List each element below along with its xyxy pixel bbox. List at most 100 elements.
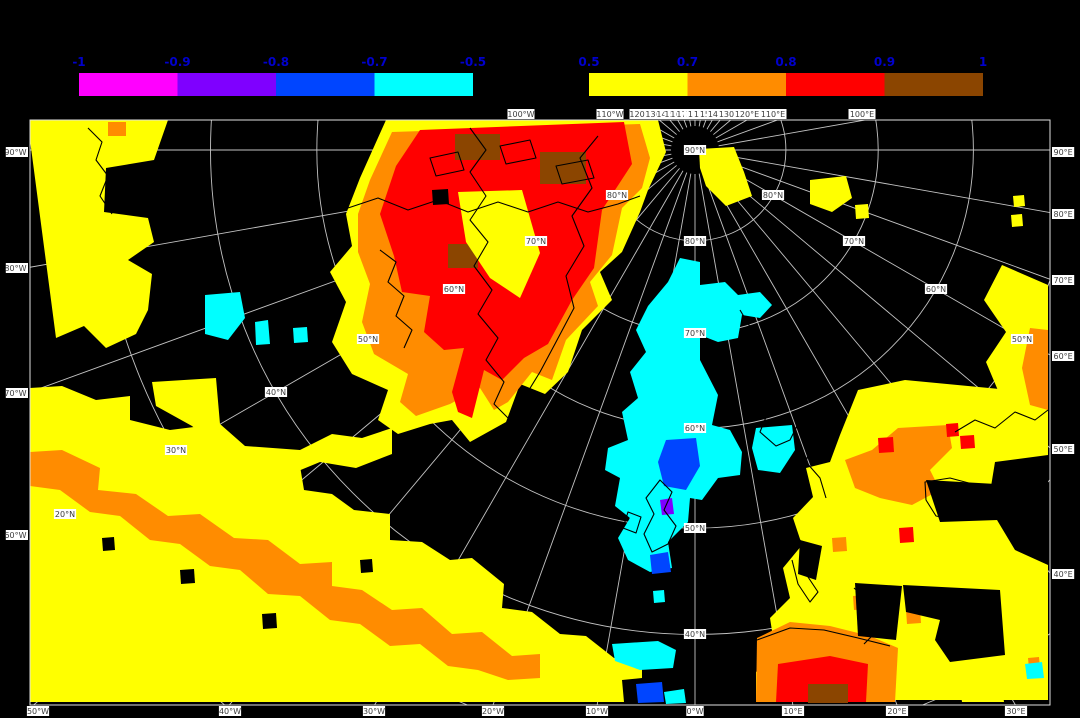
label-box: [524, 236, 548, 246]
region-black: [360, 559, 373, 573]
label-box: [442, 284, 466, 294]
region-yellow: [458, 190, 540, 298]
label-box: [53, 509, 77, 519]
bottom-longitude-label: 0°W: [686, 706, 704, 716]
label-box: [264, 387, 288, 397]
region-red: [899, 527, 914, 543]
coastline: [622, 511, 642, 534]
bottom-longitude-label: 20°W: [481, 706, 504, 716]
coastline: [555, 159, 595, 185]
colorbar-segment: [374, 73, 473, 96]
colorbar-segment: [884, 73, 983, 96]
label-box: [1052, 444, 1075, 454]
label-text: 50°E: [1054, 445, 1073, 454]
label-box: [5, 388, 29, 398]
label-box: [629, 109, 657, 119]
label-text: 30°N: [166, 446, 186, 455]
bottom-longitude-label: 10°E: [781, 706, 805, 716]
label-box: [1010, 334, 1034, 344]
label-text: 80°W: [4, 264, 26, 273]
coastline: [791, 537, 819, 603]
coastline: [756, 627, 891, 647]
label-text: 30°E: [1006, 707, 1025, 716]
graticule-meridian: [702, 172, 898, 705]
label-box: [733, 109, 761, 119]
left-longitude-label: 70°W: [4, 388, 29, 398]
region-red: [878, 437, 894, 453]
region-orange: [1022, 328, 1048, 410]
coastlines: [87, 127, 1049, 647]
colorbar-tick-label: 0.9: [874, 55, 895, 69]
coastline: [429, 151, 465, 177]
shaded-regions: [30, 120, 1048, 704]
region-black: [926, 480, 998, 522]
latitude-label: 70°N: [683, 328, 707, 338]
region-blue: [658, 438, 700, 490]
latitude-label: 40°N: [264, 387, 288, 397]
label-text: 50°N: [358, 335, 378, 344]
region-brown: [540, 152, 586, 184]
label-box: [596, 109, 624, 119]
region-yellow: [152, 378, 392, 476]
label-box: [605, 190, 629, 200]
label-text: 120°E: [735, 110, 759, 119]
label-box: [759, 109, 787, 119]
label-text: 70°N: [685, 329, 705, 338]
colorbar-segment: [276, 73, 375, 96]
latitude-label: 80°N: [683, 236, 707, 246]
colorbar-tick-label: -0.8: [263, 55, 289, 69]
colorbar-segment: [687, 73, 786, 96]
label-text: 90°N: [685, 146, 705, 155]
graticule-meridian: [715, 161, 1050, 356]
coastline: [499, 139, 537, 165]
region-orange: [832, 537, 847, 552]
region-cyan: [612, 641, 676, 670]
label-text: 110°E: [761, 110, 785, 119]
latitude-label: 50°N: [356, 334, 380, 344]
latitude-label: 30°N: [164, 445, 188, 455]
label-text: 80°N: [685, 237, 705, 246]
label-text: 20°W: [482, 707, 504, 716]
right-longitude-label: 80°E: [1052, 209, 1075, 219]
top-longitude-label: 120°W: [629, 109, 657, 119]
coastline: [853, 587, 875, 645]
region-orange: [30, 450, 540, 680]
region-black: [855, 583, 902, 640]
label-box: [5, 147, 29, 157]
region-yellow: [810, 176, 852, 212]
positive-bar: 0.5 0.7 0.8 0.9 1: [578, 55, 987, 96]
coastline: [347, 195, 641, 213]
label-text: 20°E: [887, 707, 906, 716]
region-red: [960, 435, 975, 449]
region-black: [903, 585, 1005, 662]
region-cyan: [752, 425, 795, 473]
label-box: [1052, 147, 1075, 157]
label-text: 80°N: [607, 191, 627, 200]
region-red: [946, 423, 959, 437]
label-text: 60°N: [926, 285, 946, 294]
latitude-label: 80°N: [761, 190, 785, 200]
coastline: [739, 309, 827, 499]
coastline: [379, 249, 413, 349]
label-text: 30°W: [363, 707, 385, 716]
graticule-meridian: [717, 157, 1050, 280]
label-text: 130°E: [719, 110, 743, 119]
label-text: 70°N: [844, 237, 864, 246]
colorbar-tick-label: 0.5: [578, 55, 599, 69]
graticule-meridian: [713, 165, 1050, 449]
top-longitude-label: 120°E: [733, 109, 761, 119]
colorbar-tick-label: 1: [979, 55, 987, 69]
latitude-label: 60°N: [442, 284, 466, 294]
label-box: [1052, 569, 1075, 579]
label-box: [218, 706, 242, 716]
bottom-longitude-label: 10°W: [585, 706, 608, 716]
colorbar-segment: [589, 73, 688, 96]
label-box: [848, 109, 876, 119]
graticule-meridian: [492, 172, 688, 705]
label-box: [683, 145, 707, 155]
coastline: [643, 479, 677, 553]
region-cyan: [664, 689, 686, 704]
bottom-longitude-label: 30°W: [362, 706, 385, 716]
pole-label: 90°N: [683, 145, 707, 155]
